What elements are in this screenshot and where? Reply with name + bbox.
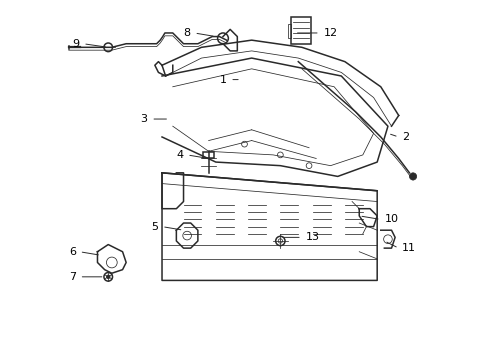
Bar: [203, 152, 214, 158]
Circle shape: [106, 275, 110, 279]
Text: 7: 7: [69, 272, 76, 282]
Text: 12: 12: [323, 28, 337, 38]
Text: 3: 3: [141, 114, 147, 124]
Text: 4: 4: [176, 150, 183, 160]
Text: 2: 2: [402, 132, 408, 142]
Text: 8: 8: [183, 28, 190, 38]
Text: 1: 1: [219, 75, 226, 85]
Text: 6: 6: [69, 247, 76, 257]
Text: 10: 10: [384, 215, 398, 224]
Bar: [290, 17, 310, 44]
Bar: [287, 24, 290, 39]
Text: 5: 5: [151, 222, 158, 231]
Text: 9: 9: [72, 39, 80, 49]
Text: 13: 13: [305, 232, 319, 242]
Text: 11: 11: [402, 243, 415, 253]
Circle shape: [408, 173, 416, 180]
